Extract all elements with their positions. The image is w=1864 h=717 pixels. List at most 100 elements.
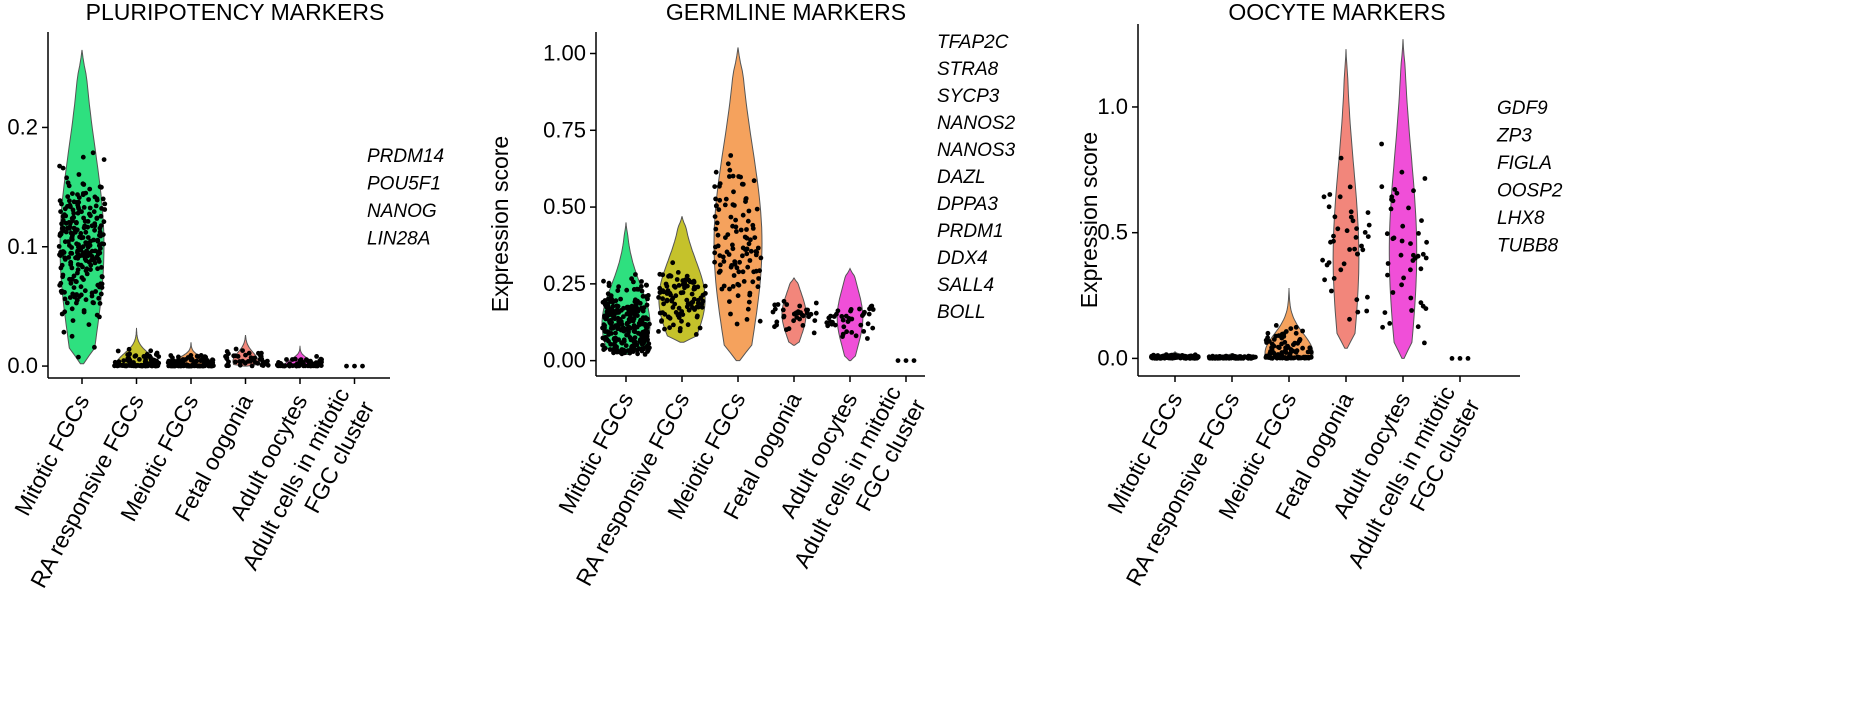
data-point — [600, 335, 606, 341]
data-point — [58, 231, 64, 237]
data-point — [656, 329, 661, 334]
data-point — [680, 290, 686, 295]
data-point — [614, 307, 620, 313]
data-point — [643, 315, 649, 321]
y-axis-label: Expression score — [1076, 132, 1102, 308]
data-point — [1416, 231, 1421, 236]
data-point — [97, 232, 102, 238]
data-point — [608, 321, 614, 326]
data-point — [672, 284, 678, 290]
data-point — [637, 322, 643, 327]
data-point — [232, 353, 238, 359]
data-point — [697, 325, 703, 331]
data-point — [1465, 356, 1471, 361]
data-point — [635, 351, 640, 357]
data-point — [1328, 239, 1333, 245]
gene-label: LIN28A — [367, 229, 430, 250]
data-point — [1399, 238, 1405, 244]
data-point — [624, 304, 630, 310]
data-point — [58, 209, 63, 215]
data-point — [1362, 230, 1368, 235]
data-point — [757, 318, 763, 324]
data-point — [226, 363, 231, 369]
data-point — [1332, 214, 1338, 220]
data-point — [80, 154, 86, 160]
data-point — [612, 316, 618, 322]
data-point — [1293, 349, 1299, 355]
data-point — [616, 324, 621, 330]
data-point — [1276, 345, 1282, 351]
data-point — [127, 351, 132, 357]
data-point — [233, 359, 238, 365]
data-point — [841, 324, 847, 330]
data-point — [695, 313, 700, 319]
data-point — [1390, 198, 1396, 204]
data-point — [804, 307, 809, 313]
data-point — [70, 191, 75, 197]
data-point — [1366, 222, 1372, 228]
data-point — [1216, 355, 1221, 361]
data-point — [1419, 218, 1424, 224]
data-point — [1253, 354, 1258, 360]
data-point — [613, 330, 618, 336]
data-point — [699, 301, 705, 307]
data-point — [144, 360, 150, 366]
data-point — [148, 357, 154, 363]
data-point — [260, 363, 266, 368]
data-point — [865, 336, 870, 341]
data-point — [811, 330, 817, 336]
data-point — [92, 256, 97, 262]
data-point — [1408, 241, 1413, 247]
data-point — [674, 277, 680, 282]
gene-label: PRDM1 — [937, 221, 1004, 242]
data-point — [1408, 267, 1413, 273]
data-point — [639, 305, 644, 311]
data-point — [1338, 267, 1344, 273]
data-point — [644, 343, 650, 349]
data-point — [1388, 206, 1394, 212]
y-tick-label: 0.5 — [1097, 220, 1128, 245]
data-point — [1172, 354, 1178, 360]
data-point — [857, 306, 862, 312]
data-point — [63, 229, 69, 235]
panel-title: GERMLINE MARKERS — [666, 0, 906, 25]
data-point — [608, 299, 614, 304]
y-tick-label: 0.25 — [543, 271, 586, 296]
data-point — [153, 352, 159, 357]
data-point — [624, 320, 630, 326]
data-point — [1365, 210, 1371, 216]
data-point — [685, 301, 691, 307]
data-point — [1415, 324, 1421, 330]
data-point — [660, 272, 666, 278]
data-point — [719, 286, 725, 292]
data-point — [76, 172, 82, 177]
data-point — [638, 318, 643, 324]
data-point — [1329, 288, 1334, 294]
data-point — [1379, 141, 1384, 147]
panel-title: PLURIPOTENCY MARKERS — [86, 0, 385, 25]
data-point — [676, 283, 682, 288]
data-point — [666, 314, 671, 320]
y-tick-label: 0.0 — [1097, 345, 1128, 370]
data-point — [1420, 251, 1426, 257]
data-point — [85, 224, 90, 230]
data-point — [172, 361, 177, 367]
data-point — [717, 197, 723, 203]
gene-label: SYCP3 — [937, 86, 1000, 107]
data-point — [639, 279, 644, 284]
data-point — [59, 226, 65, 231]
data-point — [680, 282, 686, 287]
data-point — [713, 244, 718, 250]
data-point — [745, 306, 751, 312]
y-tick-label: 1.00 — [543, 41, 586, 66]
data-point — [67, 243, 72, 248]
data-point — [200, 354, 206, 360]
data-point — [712, 184, 718, 190]
data-point — [290, 357, 295, 362]
y-tick-label: 0.00 — [543, 348, 586, 373]
data-point — [75, 210, 81, 216]
data-point — [99, 206, 104, 211]
data-point — [60, 272, 66, 278]
data-point — [1449, 356, 1455, 361]
